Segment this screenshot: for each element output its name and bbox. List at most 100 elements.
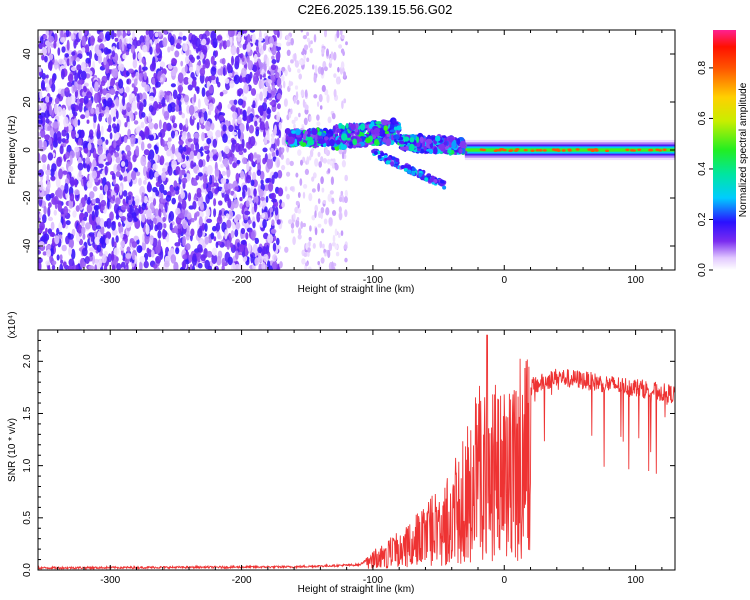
sparse-noise-blob: [288, 80, 291, 88]
noise-blob: [175, 207, 181, 216]
noise-blob: [152, 163, 158, 171]
noise-blob: [223, 157, 229, 168]
noise-blob: [187, 192, 192, 202]
noise-blob: [59, 254, 63, 261]
noise-blob: [197, 227, 203, 238]
sparse-noise-blob: [293, 96, 297, 104]
noise-blob: [191, 218, 195, 223]
noise-blob: [99, 193, 104, 201]
noise-blob: [222, 124, 227, 132]
snr-plot-area: [38, 330, 675, 570]
noise-blob: [58, 222, 63, 231]
signal-branch-blob: [373, 150, 378, 155]
noise-blob: [196, 187, 202, 195]
noise-blob: [56, 156, 62, 167]
noise-blob: [176, 42, 181, 48]
noise-blob: [192, 76, 197, 82]
signal-blob: [311, 128, 318, 136]
noise-blob: [99, 84, 103, 93]
noise-blob: [53, 40, 57, 49]
noise-blob: [141, 202, 146, 211]
noise-blob: [266, 159, 273, 170]
noise-blob: [237, 88, 244, 95]
noise-blob: [120, 240, 126, 248]
noise-blob: [230, 45, 237, 56]
noise-blob: [166, 141, 172, 149]
sparse-noise-blob: [341, 160, 346, 168]
noise-blob: [235, 221, 241, 230]
noise-blob: [158, 132, 163, 138]
sparse-noise-blob: [303, 252, 308, 257]
noise-blob: [271, 151, 276, 157]
noise-blob: [91, 198, 96, 205]
noise-blob: [171, 58, 178, 65]
noise-blob: [231, 139, 237, 145]
snr-y-tick-label: 1.0: [22, 458, 33, 472]
sparse-noise-blob: [317, 198, 321, 205]
noise-blob: [245, 232, 249, 240]
noise-blob: [221, 257, 226, 268]
noise-blob: [131, 252, 136, 260]
noise-blob: [218, 200, 223, 206]
noise-blob: [253, 194, 259, 205]
signal-blob: [448, 137, 455, 142]
noise-blob: [195, 64, 200, 76]
sparse-noise-blob: [304, 168, 309, 175]
noise-blob: [49, 96, 53, 102]
noise-blob: [111, 229, 118, 236]
noise-blob: [227, 183, 234, 190]
noise-blob: [170, 254, 177, 264]
noise-blob: [258, 39, 262, 49]
sparse-noise-blob: [314, 204, 319, 212]
noise-blob: [132, 154, 137, 163]
noise-blob: [161, 139, 165, 148]
noise-blob: [260, 179, 264, 185]
noise-blob: [170, 130, 175, 139]
spectrogram-y-label: Frequency (Hz): [7, 116, 18, 185]
noise-blob: [210, 122, 215, 131]
noise-blob: [178, 110, 183, 116]
noise-blob: [72, 86, 78, 92]
snr-x-tick-label: -300: [100, 575, 120, 586]
noise-blob: [71, 51, 76, 56]
noise-blob: [202, 173, 208, 184]
sparse-noise-blob: [314, 210, 317, 218]
noise-blob: [222, 67, 226, 77]
noise-blob: [243, 84, 250, 94]
noise-blob: [180, 60, 184, 67]
noise-blob: [220, 163, 225, 168]
signal-blob: [389, 124, 395, 129]
noise-blob: [254, 257, 260, 266]
noise-blob: [52, 121, 59, 129]
noise-blob: [162, 167, 166, 173]
noise-blob: [256, 169, 262, 176]
noise-blob: [38, 132, 41, 137]
sparse-noise-blob: [295, 172, 299, 178]
noise-blob: [276, 103, 281, 110]
sparse-noise-blob: [328, 242, 333, 252]
noise-blob: [273, 30, 279, 36]
sparse-noise-blob: [297, 208, 302, 214]
noise-blob: [159, 61, 166, 68]
sparse-noise-blob: [340, 30, 343, 36]
noise-blob: [272, 128, 277, 136]
noise-blob: [118, 87, 124, 94]
sparse-noise-blob: [288, 219, 293, 225]
noise-blob: [148, 134, 155, 140]
noise-blob: [93, 92, 99, 104]
noise-blob: [144, 234, 150, 245]
signal-blob: [321, 132, 326, 137]
noise-blob: [113, 126, 118, 134]
sparse-noise-blob: [324, 252, 327, 257]
noise-blob: [259, 91, 263, 101]
spectrogram-x-tick-label: 0: [501, 275, 507, 286]
spectrogram-marks: [38, 30, 675, 270]
noise-blob: [247, 243, 252, 253]
sparse-noise-blob: [329, 190, 334, 195]
noise-blob: [218, 209, 222, 216]
noise-blob: [38, 169, 44, 177]
noise-blob: [126, 43, 133, 50]
noise-blob: [256, 211, 261, 223]
noise-blob: [136, 93, 140, 103]
noise-blob: [199, 202, 204, 211]
